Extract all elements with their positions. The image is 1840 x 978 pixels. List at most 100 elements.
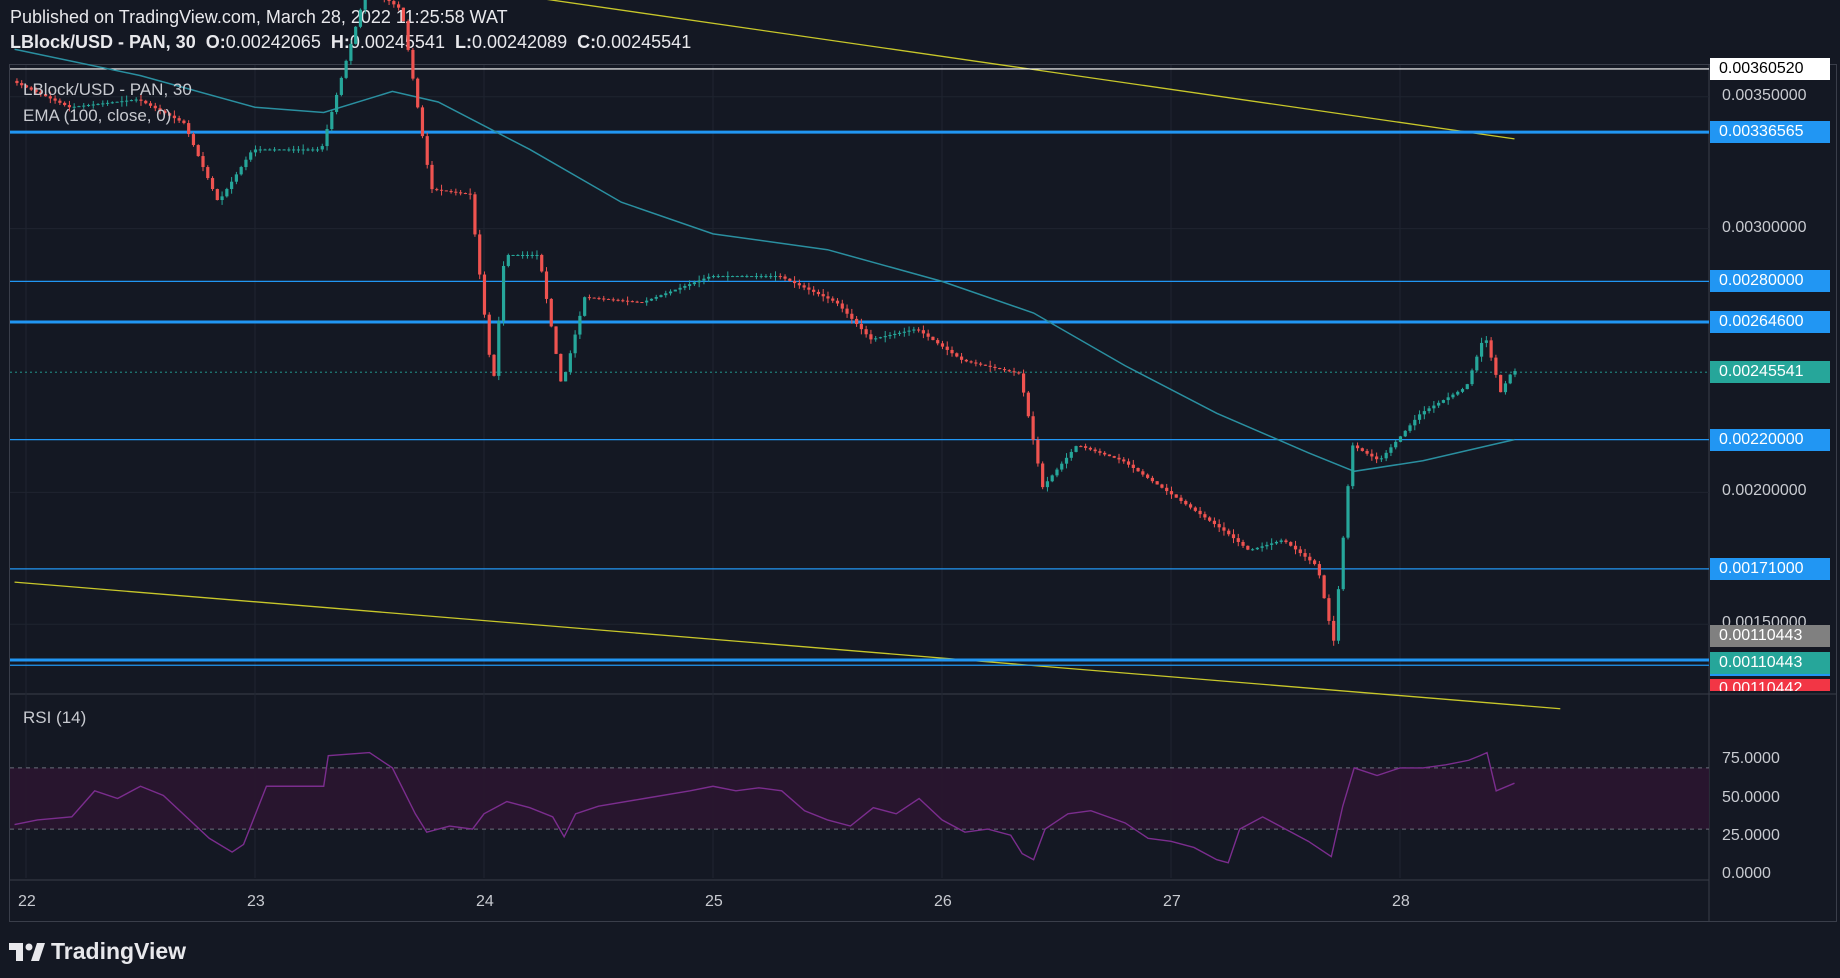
candle-body [869,334,873,340]
candle-body [1375,456,1379,460]
price-level-label: 0.00110443 [1710,625,1830,647]
candle-body [1131,464,1135,468]
candle-body [1136,467,1140,472]
candle-body [940,343,945,347]
candle-body [1112,456,1116,458]
candle-body [420,107,425,137]
candle-body [148,103,153,106]
candle-body [1460,389,1465,392]
candle-body [1150,477,1154,482]
candle-body [983,364,988,366]
candle-body [1508,374,1512,384]
candle-body [516,254,520,256]
candle-body [1270,543,1274,545]
candle-body [664,293,668,296]
candle-body [91,104,95,106]
candle-body [1293,545,1298,550]
x-tick-label: 25 [705,893,723,910]
candle-body [459,192,463,194]
candle-body [730,276,735,278]
candle-body [716,276,720,278]
ohlc-header: LBlock/USD - PAN, 30 O:0.00242065 H:0.00… [10,32,691,53]
candle-body [1494,357,1498,375]
candle-body [244,159,248,168]
candle-body [1107,454,1112,457]
candle-body [816,291,821,295]
candle-body [139,99,143,101]
candle-body [1489,340,1493,358]
candle-body [726,276,730,278]
candle-body [554,326,558,354]
candle-body [191,134,196,146]
x-tick-label: 23 [247,893,265,910]
candle-body [497,320,501,376]
candle-body [163,110,167,114]
close-value: 0.00245541 [596,32,692,52]
candle-body [1274,541,1279,544]
candle-body [105,102,110,104]
candle-body [1499,374,1503,393]
candle-body [63,102,67,106]
candle-body [912,329,916,331]
candle-body [215,189,219,201]
candle-body [1317,564,1321,576]
candle-body [907,330,911,332]
candle-body [101,103,105,105]
candle-body [702,278,706,281]
candle-body [792,280,797,284]
header-symbol: LBlock/USD - PAN, 30 [10,32,196,52]
candle-body [626,300,630,302]
candle-body [225,189,229,197]
candle-body [1513,371,1517,375]
candle-body [668,291,673,294]
candle-body [955,353,959,357]
candle-body [621,300,625,302]
price-level-label: 0.00336565 [1710,121,1830,144]
candle-body [53,98,57,101]
candle-body [210,178,215,190]
candle-body [1446,397,1450,401]
candle-body [1441,400,1446,403]
candle-body [501,265,506,321]
legend-ema: EMA (100, close, 0) [23,106,172,125]
candle-body [807,287,811,290]
candle-body [797,283,801,286]
candle-body [296,149,301,151]
candle-body [1313,560,1317,565]
candle-body [559,353,563,382]
rsi-tick-label: 50.0000 [1722,788,1780,806]
candle-body [950,349,954,354]
candle-body [678,287,682,290]
candle-body [344,60,348,78]
candle-body [1289,542,1293,546]
candle-body [1126,461,1131,465]
candle-body [1017,372,1021,374]
candle-body [931,336,935,341]
candle-body [635,301,639,303]
candle-body [1475,356,1479,371]
candle-body [187,123,191,135]
candle-body [292,149,296,151]
candle-body [158,108,162,111]
candle-body [1079,446,1083,448]
candle-body [1403,430,1407,437]
candle-body [120,101,124,103]
candle-body [1007,370,1011,372]
rsi-tick-label: 25.0000 [1722,826,1780,844]
candle-body [1351,445,1355,487]
chart-frame[interactable] [9,64,1837,922]
candle-body [339,77,343,95]
candle-body [740,276,744,278]
candle-body [1451,394,1455,398]
candle-body [29,87,33,90]
candle-body [859,324,863,330]
candle-body [788,278,792,281]
candle-body [1141,471,1145,475]
candle-body [77,106,81,108]
candle-body [750,276,754,278]
candle-body [1360,448,1364,451]
candle-body [1155,481,1159,485]
candle-body [783,276,787,279]
candle-body [1060,463,1064,470]
